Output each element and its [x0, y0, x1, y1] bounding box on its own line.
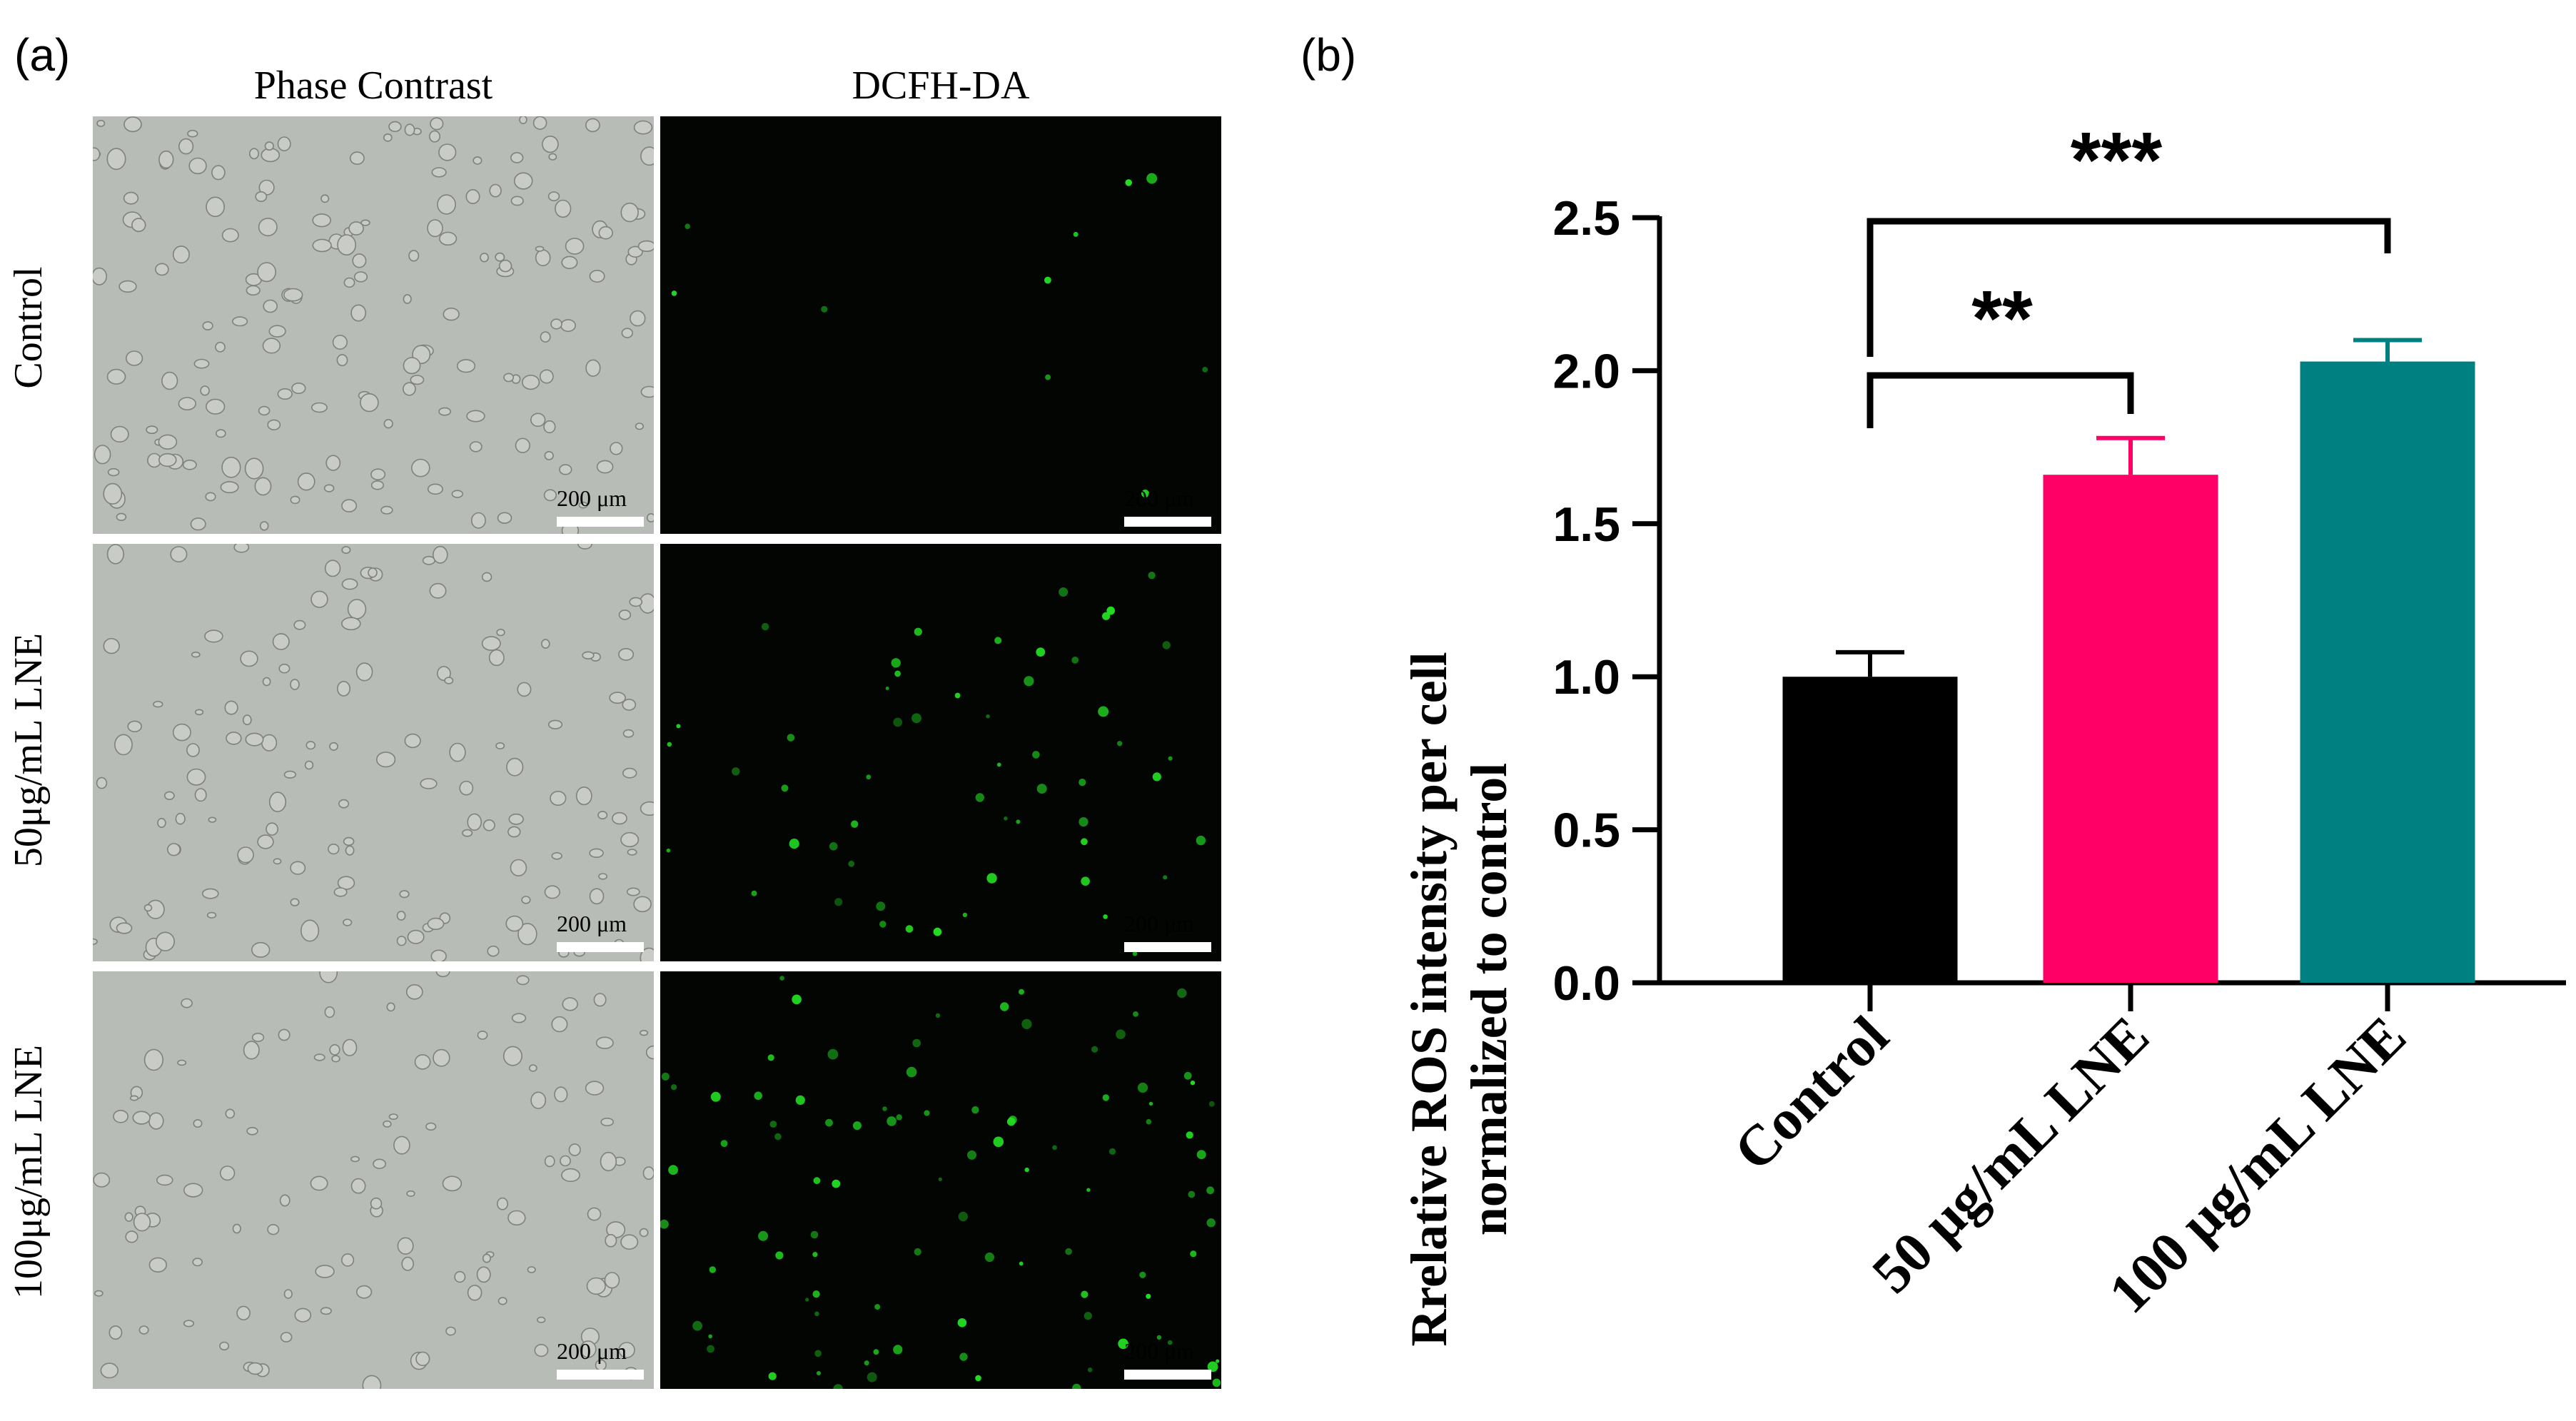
scale-bar: [557, 942, 644, 952]
panel-a-label: (a): [14, 29, 71, 81]
y-tick-label: 1.5: [1552, 497, 1620, 552]
scale-bar-label: 200 μm: [1124, 485, 1195, 511]
scale-bar: [1124, 942, 1211, 952]
column-header-phase-contrast: Phase Contrast: [253, 64, 493, 108]
x-tick-label: 50 μg/mL LNE: [1861, 1005, 2161, 1305]
significance-label-0: **: [1971, 275, 2033, 363]
micrograph-fluor-50-lne: [660, 544, 1221, 961]
column-header-dcfh-da: DCFH-DA: [852, 64, 1030, 108]
row-label-100-lne: 100μg/mL LNE: [6, 1044, 51, 1300]
scale-bar-label: 200 μm: [557, 485, 627, 511]
y-tick-label: 2.5: [1552, 191, 1620, 246]
panel-b-label: (b): [1300, 29, 1357, 81]
scale-bar-label: 200 μm: [1124, 911, 1195, 936]
scale-bar-label: 200 μm: [1124, 1338, 1195, 1364]
scale-bar: [557, 1370, 644, 1380]
micrograph-phase-50-lne: [93, 544, 654, 961]
significance-label-1: ***: [2071, 128, 2163, 204]
row-label-50-lne: 50μg/mL LNE: [6, 632, 51, 868]
x-tick-label: Control: [1722, 1005, 1901, 1183]
y-tick-label: 1.0: [1552, 650, 1620, 704]
significance-bracket-0: [1867, 372, 2134, 428]
bar-0: [1782, 677, 1958, 983]
scale-bar: [557, 517, 644, 527]
y-tick-label: 0.5: [1552, 804, 1620, 858]
bar-1: [2043, 475, 2218, 983]
micrograph-phase-100-lne: [93, 971, 654, 1389]
micrograph-phase-control: [93, 116, 654, 534]
scale-bar-label: 200 μm: [557, 911, 627, 936]
bar-2: [2300, 361, 2475, 983]
scale-bar: [1124, 517, 1211, 527]
y-tick-label: 2.0: [1552, 344, 1620, 398]
micrograph-fluor-control: [660, 116, 1221, 534]
scale-bar: [1124, 1370, 1211, 1380]
significance-bracket-1: [1867, 218, 2391, 357]
y-tick-label: 0.0: [1552, 956, 1620, 1011]
micrograph-fluor-100-lne: [660, 971, 1221, 1389]
row-label-control: Control: [6, 266, 51, 389]
scale-bar-label: 200 μm: [557, 1338, 627, 1364]
